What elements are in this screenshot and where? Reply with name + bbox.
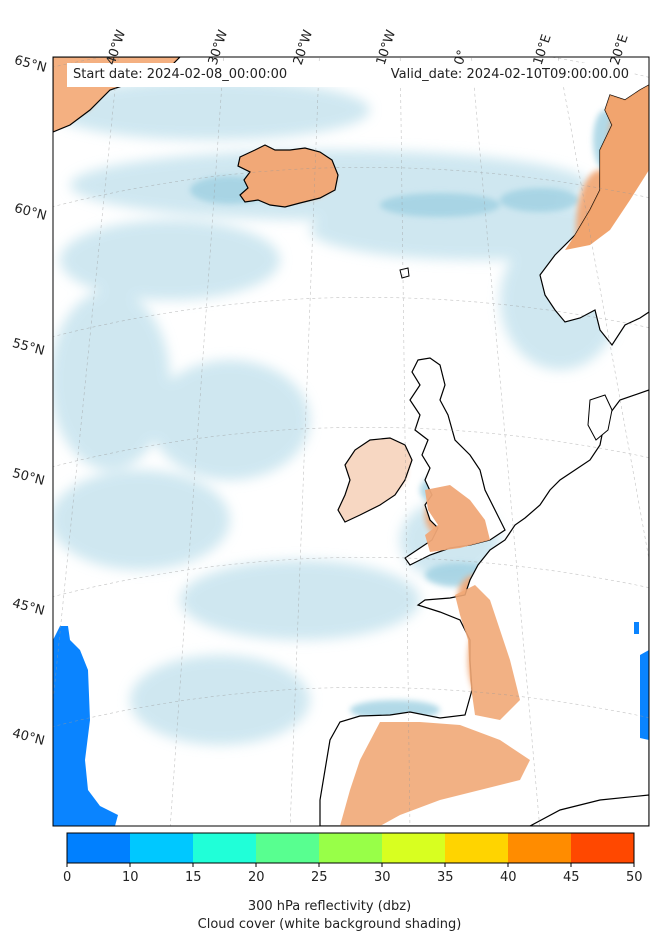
denmark-land (587, 394, 613, 441)
colorbar-tick-label: 20 (248, 870, 265, 885)
colorbar-tick-label: 35 (437, 870, 454, 885)
colorbar-tick-label: 45 (563, 870, 580, 885)
colorbar-cell (256, 833, 320, 863)
colorbar-cell (319, 833, 383, 863)
colorbar-cell (382, 833, 446, 863)
colorbar-label-line2: Cloud cover (white background shading) (197, 917, 462, 932)
colorbar-cell (445, 833, 509, 863)
start-date-label: Start date: 2024-02-08_00:00:00 (73, 67, 288, 82)
colorbar-tick-label: 25 (311, 870, 328, 885)
colorbar-tick-label: 50 (626, 870, 643, 885)
colorbar-label-line1: 300 hPa reflectivity (dbz) (247, 899, 412, 914)
france-orange (455, 585, 520, 720)
colorbar-tick-label: 40 (500, 870, 517, 885)
map-frame (52, 56, 650, 827)
faroe-land (399, 267, 410, 279)
great-britain-land (404, 357, 506, 566)
cloud-cover-shading (53, 80, 649, 745)
reflectivity-blue-right (640, 650, 649, 740)
colorbar-tick-label: 0 (63, 870, 72, 885)
reflectivity-blue-dot (634, 622, 639, 634)
colorbar-cell (508, 833, 572, 863)
colorbar-tick-label: 15 (185, 870, 202, 885)
date-info-box: Start date: 2024-02-08_00:00:00 Valid_da… (67, 63, 633, 87)
ireland-land (337, 437, 413, 523)
valid-date-label: Valid_date: 2024-02-10T09:00:00.00 (390, 67, 629, 82)
colorbar-tick-label: 30 (374, 870, 391, 885)
colorbar-frame (66, 832, 635, 864)
iberia-orange (340, 722, 530, 826)
wales-orange (425, 485, 490, 552)
colorbar-cell (571, 833, 635, 863)
colorbar-cell (67, 833, 131, 863)
colorbar-cell (193, 833, 257, 863)
colorbar-cell (130, 833, 194, 863)
reflectivity-blue-left (53, 626, 118, 826)
colorbar-tick-label: 10 (122, 870, 139, 885)
iceland-land (237, 144, 339, 208)
scandinavia-orange (565, 85, 649, 250)
colorbar (66, 833, 635, 867)
north-africa-land (529, 794, 649, 826)
